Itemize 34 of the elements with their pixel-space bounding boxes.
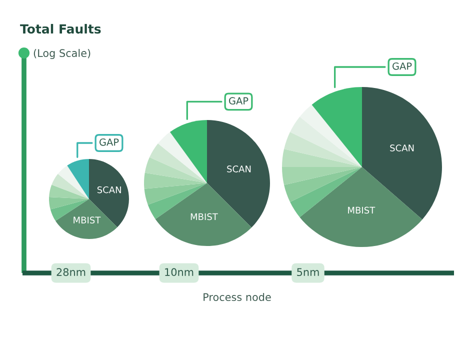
pie-slice <box>284 132 362 167</box>
pie-slice <box>158 132 207 183</box>
pie-slice <box>49 196 89 210</box>
text: 5nm <box>297 268 319 276</box>
slice-label: GAP <box>100 138 119 146</box>
slice-label: MBIST <box>348 206 376 214</box>
text: 10nm <box>165 268 194 276</box>
pie-slice <box>67 159 89 199</box>
slice-label: GAP <box>392 62 412 70</box>
pie-slice <box>170 120 207 183</box>
pie-slice <box>300 167 422 247</box>
slice-label: MBIST <box>190 213 218 220</box>
text: Total Faults <box>20 24 101 34</box>
pie-slice <box>49 184 89 199</box>
pie-slice <box>312 87 362 167</box>
text: 28nm <box>56 268 86 276</box>
slice-label: SCAN <box>227 166 251 172</box>
pie-slice <box>144 172 207 189</box>
pie-slice <box>144 183 207 205</box>
pie-slice <box>284 167 362 202</box>
slice-label: GAP <box>229 97 248 105</box>
text: Process node <box>204 292 271 302</box>
pie-slice <box>150 143 207 183</box>
pie-slice <box>155 183 252 246</box>
pie-slice <box>52 174 89 199</box>
slice-label: SCAN <box>390 144 414 152</box>
pie-slice <box>282 149 362 167</box>
pie-slice <box>144 157 207 183</box>
text: (Log Scale) <box>34 48 90 60</box>
pie-slice <box>282 167 362 185</box>
pie-slice <box>58 166 89 199</box>
pie-slice <box>56 199 118 239</box>
slice-label: SCAN <box>97 186 121 194</box>
slice-label: MBIST <box>74 216 101 224</box>
